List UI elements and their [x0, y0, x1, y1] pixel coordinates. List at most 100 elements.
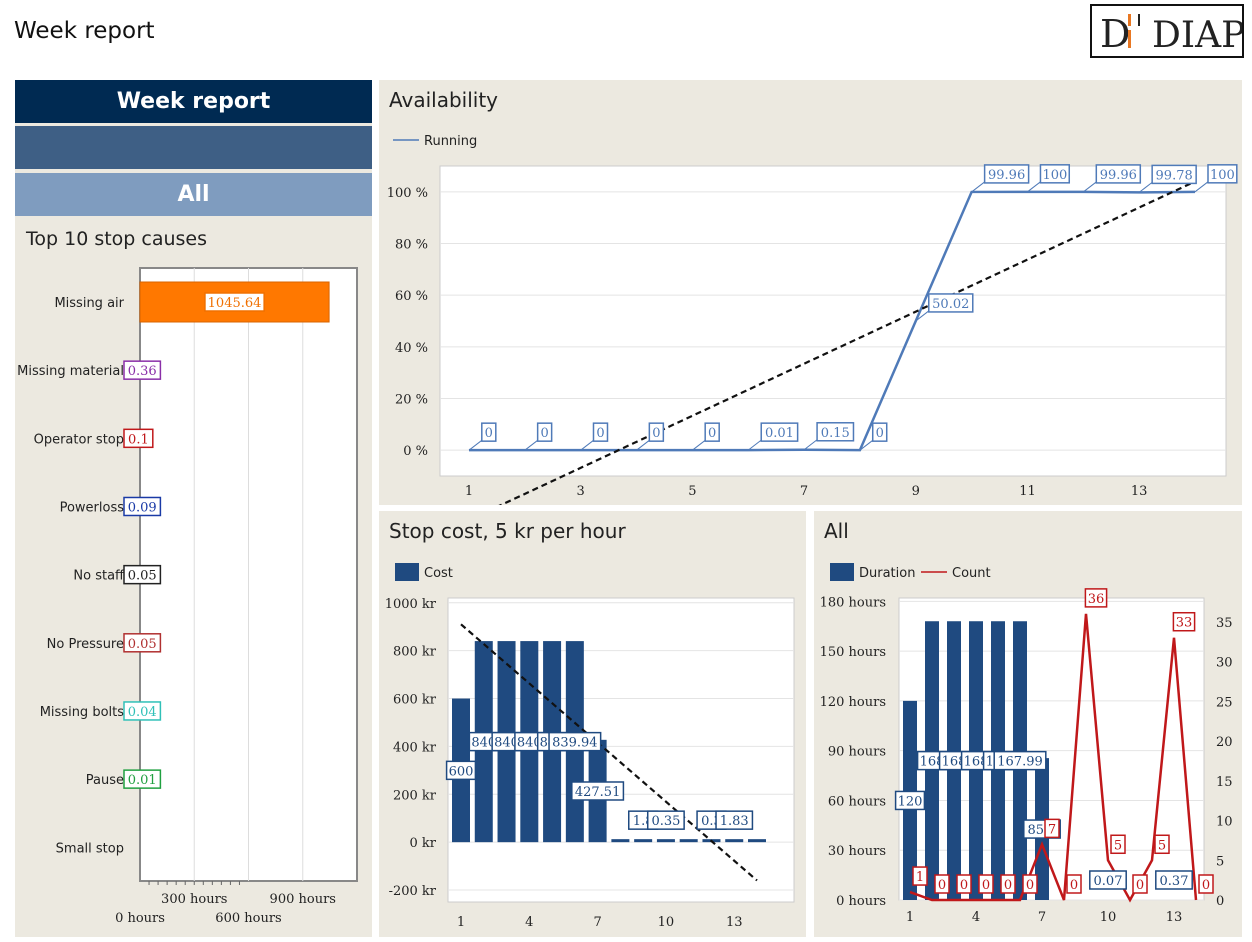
avail-y-tick-label: 40 % — [395, 341, 428, 356]
all-plot-area — [898, 597, 1205, 901]
avail-label-leader — [1138, 182, 1153, 193]
top10-category-label: Pause — [86, 773, 124, 788]
top10-value-label: 0.04 — [128, 705, 157, 720]
all-y-tick-label-left: 90 hours — [828, 745, 886, 760]
all-count-label-box — [1132, 874, 1148, 894]
group-selector-box[interactable] — [15, 126, 372, 169]
cost-value-label: 1.83 — [720, 814, 749, 829]
cost-bar — [656, 839, 675, 843]
avail-trendline — [498, 180, 1196, 505]
top10-x-zero-label: 0 hours — [115, 911, 165, 926]
all-count-label: 36 — [1088, 592, 1105, 607]
all-legend-label-duration: Duration — [859, 566, 915, 581]
cost-y-tick-label: 0 kr — [410, 836, 437, 851]
cost-bar — [611, 839, 630, 843]
cost-y-tick-label: 1000 kr — [385, 597, 437, 612]
all-count-label: 33 — [1176, 616, 1193, 631]
top10-category-label: Small stop — [56, 841, 124, 856]
all-count-label-box — [1172, 611, 1196, 632]
avail-label-leader — [1194, 181, 1209, 193]
all-x-tick-label: 13 — [1166, 910, 1183, 925]
top10-value-label-box — [123, 564, 162, 585]
all-count-label-box — [1022, 874, 1038, 894]
all-y-tick-label-left: 150 hours — [820, 645, 886, 660]
avail-value-label: 0 — [876, 426, 884, 441]
cost-y-tick-label: 800 kr — [393, 645, 437, 660]
cost-legend-label: Cost — [424, 566, 453, 581]
all-count-label: 0 — [1070, 878, 1078, 893]
all-y-tick-label-left: 120 hours — [820, 695, 886, 710]
filter-all-box[interactable]: All — [15, 173, 372, 216]
all-y-tick-label-right: 20 — [1216, 735, 1233, 750]
cost-value-label: 840 — [471, 736, 496, 751]
all-duration-label-box — [1089, 870, 1127, 890]
top10-x-tick-label: 900 hours — [270, 892, 336, 907]
all-x-tick-label: 4 — [972, 910, 980, 925]
cost-y-tick-label: -200 kr — [389, 884, 437, 899]
all-duration-label-box — [894, 790, 926, 811]
all-duration-label-box — [993, 750, 1047, 771]
cost-value-label: 0.35 — [651, 814, 680, 829]
top10-value-label-box — [123, 769, 162, 789]
top10-value-label-box — [123, 633, 162, 653]
avail-value-label-box — [481, 422, 497, 442]
cost-bar — [748, 839, 766, 843]
diap-logo: D DIAP — [1090, 4, 1245, 58]
avail-label-leader — [971, 181, 985, 193]
avail-value-label: 99.96 — [988, 168, 1025, 183]
avail-label-leader — [468, 439, 483, 451]
avail-label-leader — [747, 439, 762, 451]
avail-value-label: 100 — [1042, 168, 1067, 183]
avail-value-label: 0 — [708, 426, 716, 441]
avail-value-label-box — [648, 422, 665, 442]
top10-category-label: No staff — [73, 569, 125, 584]
cost-bar — [679, 839, 698, 843]
avail-label-leader — [692, 439, 706, 451]
avail-value-label-box — [592, 422, 609, 442]
all-legend-label-count: Count — [952, 566, 991, 581]
cost-x-tick-label: 10 — [658, 915, 675, 930]
all-y-tick-label-left: 180 hours — [820, 595, 886, 610]
all-count-line — [909, 613, 1198, 903]
avail-x-tick-label: 11 — [1019, 484, 1036, 499]
cost-value-label: 840 — [494, 736, 519, 751]
top10-value-label: 0.05 — [128, 637, 157, 652]
top10-value-label-box — [123, 701, 162, 721]
cost-x-tick-label: 13 — [726, 915, 743, 930]
top10-category-label: Powerloss — [60, 500, 125, 515]
all-count-label: 0 — [960, 878, 968, 893]
all-y-tick-label-left: 0 hours — [836, 894, 886, 909]
all-y-tick-label-right: 25 — [1216, 695, 1233, 710]
all-count-label: 0 — [1202, 878, 1210, 893]
avail-value-label: 99.96 — [1100, 168, 1137, 183]
availability-title: Availability — [389, 88, 499, 112]
all-count-label: 5 — [1114, 838, 1122, 853]
all-y-tick-label-right: 30 — [1216, 656, 1233, 671]
logo-accent-orange — [1128, 14, 1131, 26]
all-count-label-box — [1154, 834, 1170, 855]
top10-value-label-box — [204, 292, 265, 312]
avail-value-label-box — [1039, 164, 1071, 184]
logo-graphic: D DIAP — [1100, 12, 1245, 56]
cost-legend-swatch — [395, 563, 419, 581]
top10-x-tick-label: 600 hours — [215, 911, 281, 926]
avail-value-label-box — [983, 164, 1030, 184]
all-y-tick-label-left: 60 hours — [828, 794, 886, 809]
avail-label-leader — [580, 439, 594, 451]
avail-label-leader — [803, 439, 818, 451]
all-count-label-box — [1198, 874, 1214, 894]
top10-value-label: 0.09 — [128, 500, 157, 515]
avail-value-label: 0 — [596, 426, 604, 441]
avail-label-leader — [636, 439, 650, 451]
avail-x-tick-label: 3 — [577, 484, 585, 499]
top10-value-label: 1045.64 — [208, 296, 262, 311]
avail-value-label: 0 — [541, 426, 549, 441]
top10-value-label-box — [123, 496, 162, 517]
avail-x-tick-label: 1 — [465, 484, 473, 499]
report-title-box[interactable]: Week report — [15, 80, 372, 123]
all-count-label-box — [978, 874, 994, 894]
avail-x-tick-label: 5 — [688, 484, 696, 499]
cost-x-tick-label: 1 — [457, 915, 465, 930]
all-count-label: 0 — [1026, 878, 1034, 893]
top10-title: Top 10 stop causes — [26, 228, 208, 250]
